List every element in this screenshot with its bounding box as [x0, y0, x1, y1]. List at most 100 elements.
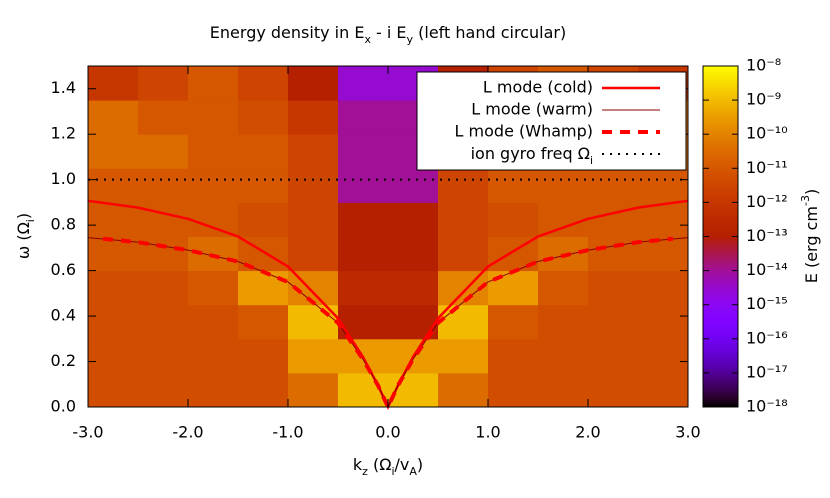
heatmap-cell [238, 202, 289, 237]
heatmap-cell [538, 168, 589, 203]
colorbar-tick-label: 10⁻¹⁷ [746, 362, 788, 381]
colorbar-tick-label: 10⁻⁹ [746, 90, 781, 109]
y-tick-label: 1.4 [51, 78, 76, 97]
heatmap-cell [88, 372, 139, 408]
x-tick-label: 0.0 [375, 423, 400, 442]
heatmap-cell [288, 168, 339, 203]
y-tick-label: 0.4 [51, 306, 76, 325]
legend-label: L mode (cold) [483, 78, 593, 97]
heatmap-cell [188, 304, 239, 340]
x-tick-label: -1.0 [272, 423, 303, 442]
heatmap-cell [88, 202, 139, 237]
text-run: ) [14, 213, 33, 219]
heatmap-cell [488, 168, 539, 203]
heatmap-cell [638, 202, 689, 237]
heatmap-cell [338, 134, 389, 169]
x-axis-label: kz (Ωi/vA) [353, 455, 423, 478]
heatmap-cell [238, 134, 289, 169]
heatmap-cell [538, 338, 589, 374]
heatmap-cell [238, 270, 289, 306]
heatmap-cell [338, 270, 389, 306]
text-run: /v [395, 455, 410, 474]
colorbar-tick-label: 10⁻¹⁴ [746, 260, 788, 279]
heatmap-cell [288, 236, 339, 272]
heatmap-cell [138, 66, 189, 101]
text-run: - i E [371, 23, 407, 42]
heatmap-cell [638, 338, 689, 374]
y-tick-label: 0.8 [51, 215, 76, 234]
text-run: i [24, 219, 37, 222]
heatmap-cell [238, 372, 289, 408]
heatmap-cell [588, 236, 639, 272]
y-tick-label: 0.0 [51, 397, 76, 416]
heatmap-cell [538, 202, 589, 237]
heatmap-cell [588, 338, 639, 374]
chart-title: Energy density in Ex - i Ey (left hand c… [210, 23, 566, 46]
heatmap-cell [138, 100, 189, 135]
heatmap-cell [188, 202, 239, 237]
text-run: A [409, 465, 417, 478]
text-run: x [364, 33, 371, 46]
heatmap-cell [388, 202, 439, 237]
heatmap-cell [488, 372, 539, 408]
colorbar-tick-label: 10⁻¹⁶ [746, 328, 788, 347]
x-tick-label: 3.0 [675, 423, 700, 442]
heatmap-cell [588, 304, 639, 340]
text-run: ) [417, 455, 423, 474]
heatmap-cell [88, 338, 139, 374]
heatmap-cell [238, 338, 289, 374]
heatmap-cell [288, 134, 339, 169]
heatmap-cell [138, 270, 189, 306]
colorbar-tick-label: 10⁻¹³ [746, 226, 788, 245]
text-run: z [362, 465, 368, 478]
text-run: y [407, 33, 414, 46]
heatmap-cell [588, 372, 639, 408]
heatmap-cell [438, 236, 489, 272]
heatmap-cell [388, 270, 439, 306]
heatmap-cell [388, 168, 439, 203]
heatmap-cell [188, 338, 239, 374]
heatmap-cell [88, 100, 139, 135]
colorbar-tick-label: 10⁻¹² [746, 192, 788, 211]
heatmap-cell [288, 372, 339, 408]
text-run: ) [802, 189, 821, 195]
heatmap-cell [88, 270, 139, 306]
heatmap-cell [138, 304, 189, 340]
colorbar-tick-label: 10⁻¹⁰ [746, 124, 788, 143]
heatmap-cell [188, 100, 239, 135]
x-tick-label: 2.0 [575, 423, 600, 442]
colorbar-tick-label: 10⁻¹⁵ [746, 294, 788, 313]
heatmap-cell [638, 270, 689, 306]
heatmap-cell [338, 202, 389, 237]
heatmap-cell [188, 134, 239, 169]
colorbar-tick-label: 10⁻¹¹ [746, 158, 788, 177]
colorbar-tick-label: 10⁻⁸ [746, 56, 781, 75]
text-run: ω (Ω [14, 222, 33, 259]
text-run: i [391, 465, 394, 478]
heatmap-cell [488, 338, 539, 374]
heatmap-cell [138, 338, 189, 374]
x-tick-label: -3.0 [72, 423, 103, 442]
colorbar-label: E (erg cm-3) [799, 189, 821, 283]
heatmap-cell [388, 236, 439, 272]
heatmap-cell [538, 304, 589, 340]
legend-label: ion gyro freq Ωi [471, 144, 593, 167]
heatmap-cell [288, 66, 339, 101]
heatmap-cell [588, 168, 639, 203]
text-run: i [590, 154, 593, 167]
heatmap-cell [288, 202, 339, 237]
heatmap-cell [238, 66, 289, 101]
heatmap-cell [338, 168, 389, 203]
heatmap-cell [538, 270, 589, 306]
heatmap-cell [88, 304, 139, 340]
heatmap-cell [438, 372, 489, 408]
heatmap-cell [188, 168, 239, 203]
heatmap-cell [338, 236, 389, 272]
heatmap-cell [138, 134, 189, 169]
heatmap-cell [438, 202, 489, 237]
heatmap-cell [588, 270, 639, 306]
text-run: -3 [799, 195, 812, 206]
heatmap-cell [488, 270, 539, 306]
